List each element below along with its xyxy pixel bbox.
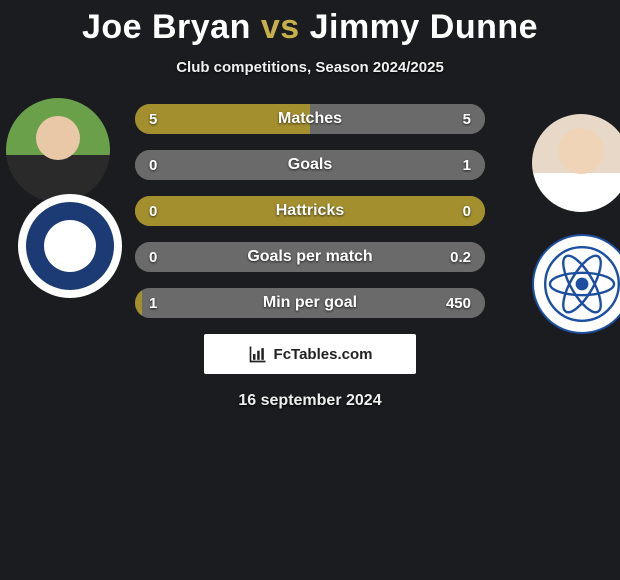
stat-label: Goals (135, 150, 485, 180)
stat-label: Min per goal (135, 288, 485, 318)
player1-name: Joe Bryan (82, 8, 251, 46)
player2-name: Jimmy Dunne (310, 8, 538, 46)
comparison-title: Joe Bryan vs Jimmy Dunne (0, 0, 620, 47)
stat-value-right: 0.2 (450, 242, 471, 272)
comparison-content: 5Matches50Goals10Hattricks00Goals per ma… (0, 104, 620, 410)
stat-bar: 1Min per goal450 (135, 288, 485, 318)
qpr-hoops-icon (542, 244, 620, 324)
stat-bar: 5Matches5 (135, 104, 485, 134)
stat-label: Hattricks (135, 196, 485, 226)
millwall-lion-icon (44, 220, 96, 272)
stat-label: Matches (135, 104, 485, 134)
stat-value-right: 5 (463, 104, 471, 134)
snapshot-date: 16 september 2024 (0, 392, 620, 410)
player1-avatar (6, 98, 110, 202)
subtitle: Club competitions, Season 2024/2025 (0, 59, 620, 76)
player1-club-badge (18, 194, 122, 298)
chart-icon (248, 344, 268, 364)
stat-bar: 0Goals per match0.2 (135, 242, 485, 272)
stat-bar: 0Goals1 (135, 150, 485, 180)
vs-text: vs (261, 8, 300, 46)
stat-label: Goals per match (135, 242, 485, 272)
stat-value-right: 0 (463, 196, 471, 226)
stat-value-right: 1 (463, 150, 471, 180)
stat-value-right: 450 (446, 288, 471, 318)
player2-avatar (532, 114, 620, 212)
brand-watermark: FcTables.com (204, 334, 416, 374)
stat-bars: 5Matches50Goals10Hattricks00Goals per ma… (135, 104, 485, 318)
stat-bar: 0Hattricks0 (135, 196, 485, 226)
player2-club-badge (532, 234, 620, 334)
brand-text: FcTables.com (274, 346, 373, 363)
